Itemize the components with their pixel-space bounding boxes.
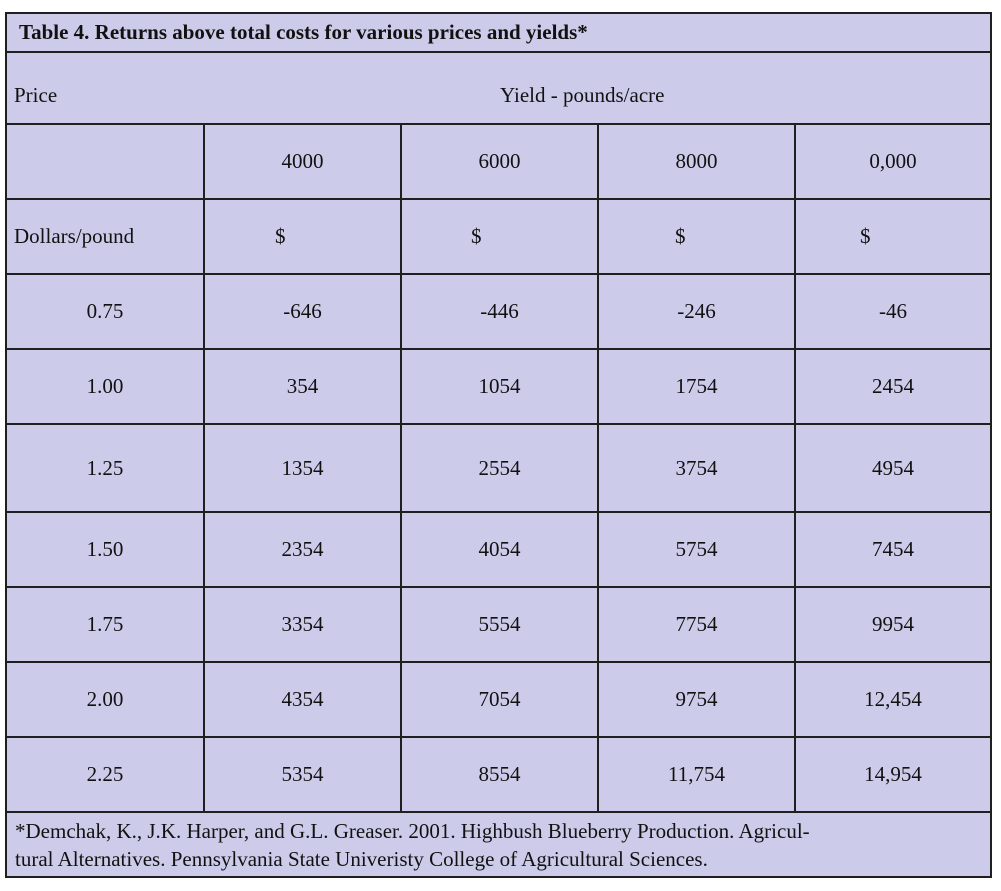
return-cell: 5354 [205,738,402,813]
return-cell: -246 [599,275,796,350]
table-grid: 4000 6000 8000 0,000 Dollars/pound $ $ $… [7,125,990,813]
yield-column-header: 8000 [599,125,796,200]
footnote-line: tural Alternatives. Pennsylvania State U… [15,847,708,871]
return-cell: 4354 [205,663,402,738]
price-cell: 1.50 [7,513,205,588]
yield-column-header: 0,000 [796,125,990,200]
return-cell: 14,954 [796,738,990,813]
return-cell: 7754 [599,588,796,663]
return-cell: 8554 [402,738,599,813]
return-cell: 9754 [599,663,796,738]
return-cell: 9954 [796,588,990,663]
currency-symbol: $ [402,200,599,275]
footnote-line: *Demchak, K., J.K. Harper, and G.L. Grea… [15,819,810,843]
units-label: Dollars/pound [7,200,205,275]
return-cell: 2554 [402,425,599,513]
return-cell: 4954 [796,425,990,513]
return-cell: 4054 [402,513,599,588]
return-cell: 3754 [599,425,796,513]
price-cell: 2.25 [7,738,205,813]
currency-symbol: $ [205,200,402,275]
return-cell: 3354 [205,588,402,663]
returns-table: Table 4. Returns above total costs for v… [5,12,992,878]
price-cell: 0.75 [7,275,205,350]
return-cell: 2354 [205,513,402,588]
yield-column-header: 6000 [402,125,599,200]
currency-symbol: $ [599,200,796,275]
price-cell: 1.00 [7,350,205,425]
return-cell: -646 [205,275,402,350]
yield-header: Yield - pounds/acre [500,83,665,107]
return-cell: 1354 [205,425,402,513]
table-title: Table 4. Returns above total costs for v… [7,14,990,53]
return-cell: -46 [796,275,990,350]
return-cell: 5554 [402,588,599,663]
return-cell: 2454 [796,350,990,425]
return-cell: 7054 [402,663,599,738]
return-cell: -446 [402,275,599,350]
table-header: Price Yield - pounds/acre [7,53,990,125]
table-footnote: *Demchak, K., J.K. Harper, and G.L. Grea… [7,813,990,873]
price-cell: 2.00 [7,663,205,738]
price-cell: 1.75 [7,588,205,663]
return-cell: 1754 [599,350,796,425]
currency-symbol: $ [796,200,990,275]
price-cell: 1.25 [7,425,205,513]
return-cell: 5754 [599,513,796,588]
return-cell: 1054 [402,350,599,425]
price-header: Price [14,83,58,107]
return-cell: 354 [205,350,402,425]
return-cell: 12,454 [796,663,990,738]
yield-column-header: 4000 [205,125,402,200]
return-cell: 7454 [796,513,990,588]
empty-header-cell [7,125,205,200]
return-cell: 11,754 [599,738,796,813]
